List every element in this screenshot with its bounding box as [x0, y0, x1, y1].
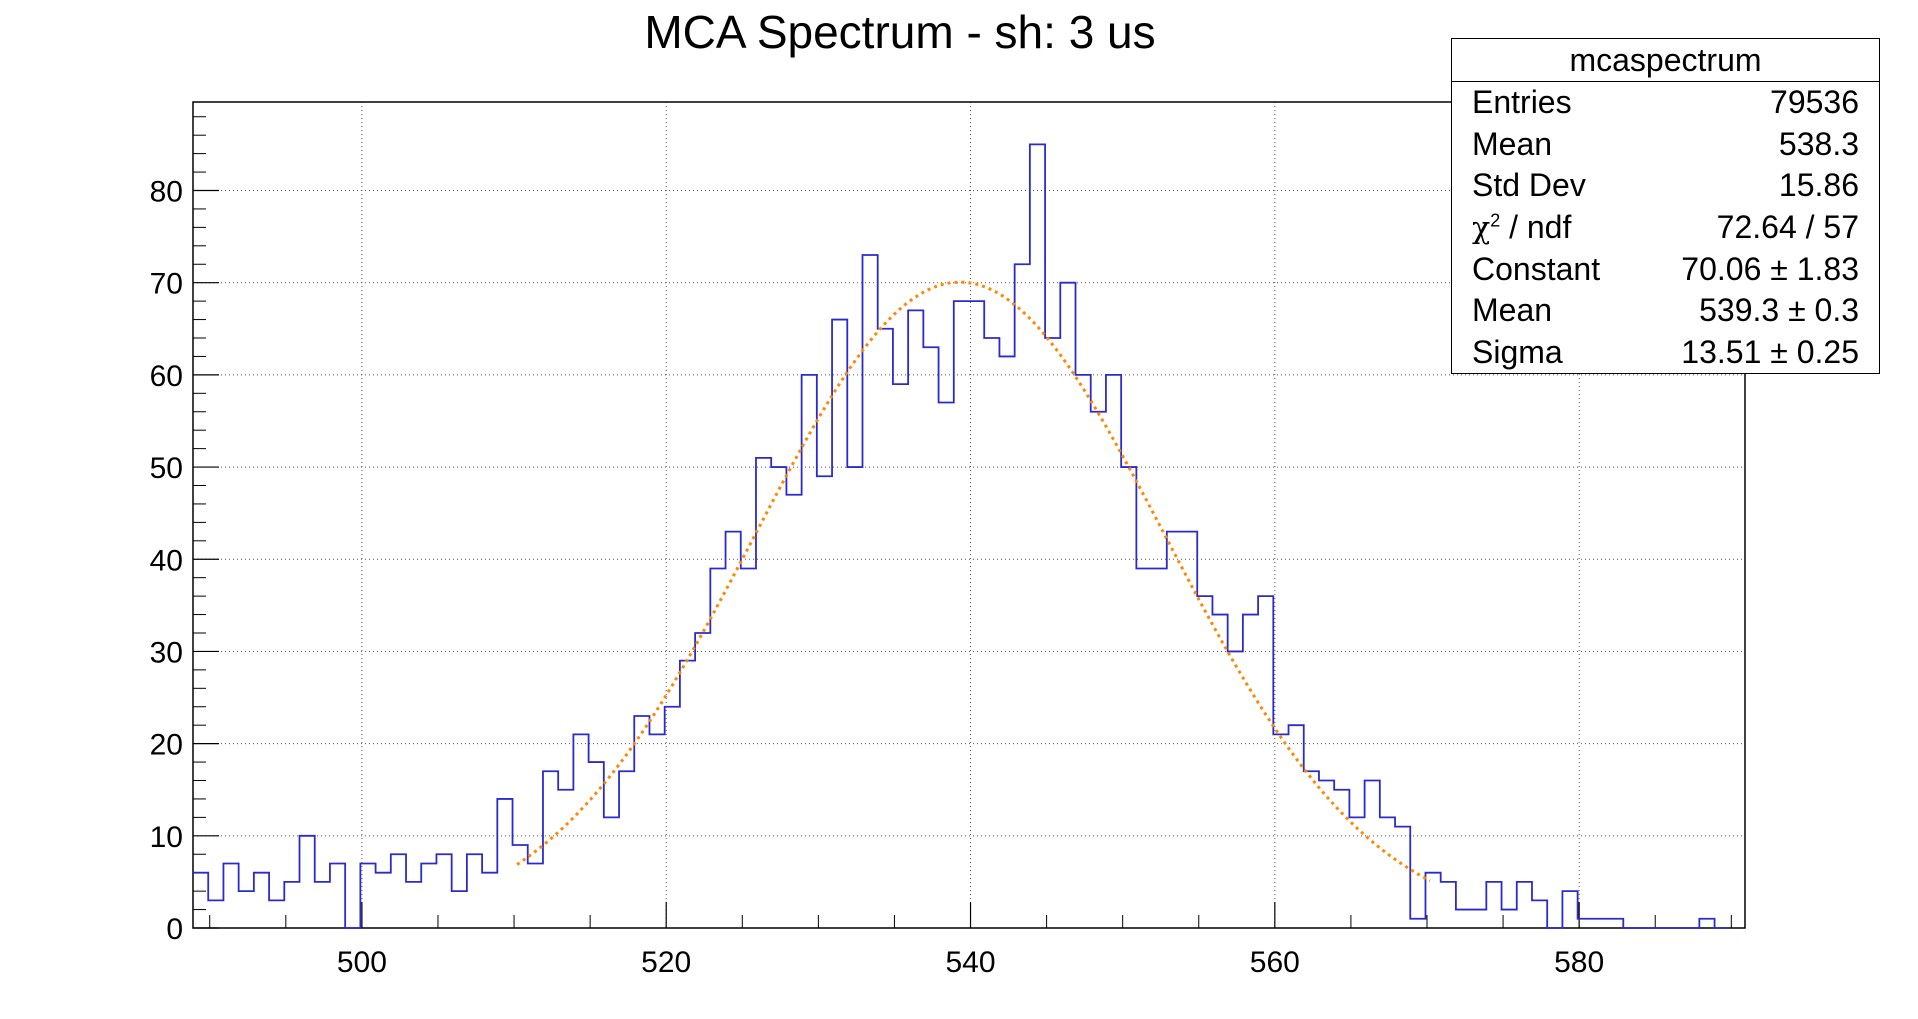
y-tick-label: 80 — [150, 176, 183, 209]
sigma-label: Sigma — [1472, 334, 1563, 371]
chi2-value: 72.64 / 57 — [1716, 209, 1859, 246]
fit-mean-value: 539.3 ± 0.3 — [1699, 292, 1859, 329]
chi2-label: χ2 / ndf — [1472, 207, 1571, 250]
stats-title: mcaspectrum — [1452, 39, 1879, 82]
chi-ndf-text: / ndf — [1500, 209, 1572, 246]
constant-value: 70.06 ± 1.83 — [1681, 250, 1859, 287]
stats-row-fit-mean: Mean 539.3 ± 0.3 — [1452, 290, 1879, 332]
y-tick-label: 70 — [150, 268, 183, 301]
y-tick-label: 40 — [150, 544, 183, 577]
y-tick-label: 0 — [166, 913, 183, 946]
stddev-value: 15.86 — [1778, 167, 1859, 204]
sigma-value: 13.51 ± 0.25 — [1681, 334, 1859, 371]
mean-value: 538.3 — [1778, 125, 1859, 162]
x-tick-label: 540 — [945, 946, 995, 979]
histogram-series — [193, 143, 1730, 929]
x-tick-label: 560 — [1250, 946, 1300, 979]
x-tick-label: 580 — [1554, 946, 1604, 979]
chi-symbol: χ — [1472, 211, 1491, 247]
mean-label: Mean — [1472, 125, 1553, 162]
stats-box: mcaspectrum Entries 79536 Mean 538.3 Std… — [1451, 38, 1880, 374]
stats-row-chi2: χ2 / ndf 72.64 / 57 — [1452, 207, 1879, 249]
stddev-label: Std Dev — [1472, 167, 1586, 204]
y-tick-label: 20 — [150, 729, 183, 762]
plot-frame — [192, 101, 1746, 929]
y-tick-label: 10 — [150, 821, 183, 854]
axis-ticks — [193, 116, 1732, 929]
x-tick-label: 520 — [641, 946, 691, 979]
y-tick-label: 60 — [150, 360, 183, 393]
gaussian-fit-curve — [516, 280, 1431, 883]
fit-mean-label: Mean — [1472, 292, 1553, 329]
y-tick-label: 30 — [150, 636, 183, 669]
x-tick-label: 500 — [337, 946, 387, 979]
entries-value: 79536 — [1770, 84, 1859, 120]
stats-row-stddev: Std Dev 15.86 — [1452, 165, 1879, 207]
entries-label: Entries — [1472, 84, 1572, 120]
chi-superscript: 2 — [1490, 210, 1501, 231]
stats-row-constant: Constant 70.06 ± 1.83 — [1452, 249, 1879, 291]
stats-row-entries: Entries 79536 — [1452, 82, 1879, 124]
constant-label: Constant — [1472, 250, 1601, 287]
chart-title: MCA Spectrum - sh: 3 us — [644, 6, 1155, 58]
stats-row-mean: Mean 538.3 — [1452, 124, 1879, 166]
y-tick-label: 50 — [150, 452, 183, 485]
stats-row-sigma: Sigma 13.51 ± 0.25 — [1452, 332, 1879, 374]
tick-labels: 500 520 540 560 580 0 10 20 30 40 50 60 70 80 — [150, 176, 1605, 980]
